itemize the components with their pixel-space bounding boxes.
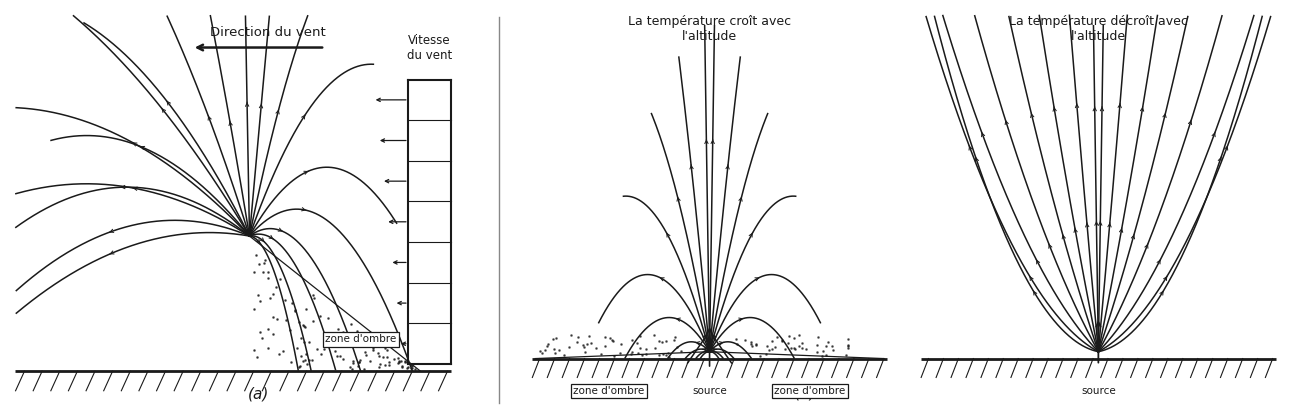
Text: Vitesse
du vent: Vitesse du vent: [407, 34, 452, 62]
Text: source: source: [692, 386, 727, 396]
Text: zone d'ombre: zone d'ombre: [573, 386, 644, 396]
Text: La température croît avec
l'altitude: La température croît avec l'altitude: [629, 15, 791, 43]
Text: (a): (a): [248, 387, 270, 402]
Text: Direction du vent: Direction du vent: [210, 26, 325, 39]
Text: zone d'ombre: zone d'ombre: [775, 386, 846, 396]
Text: (b): (b): [794, 386, 816, 400]
Text: La température décroît avec
l'altitude: La température décroît avec l'altitude: [1008, 15, 1188, 43]
Text: zone d'ombre: zone d'ombre: [325, 334, 397, 344]
Text: source: source: [1081, 386, 1116, 396]
